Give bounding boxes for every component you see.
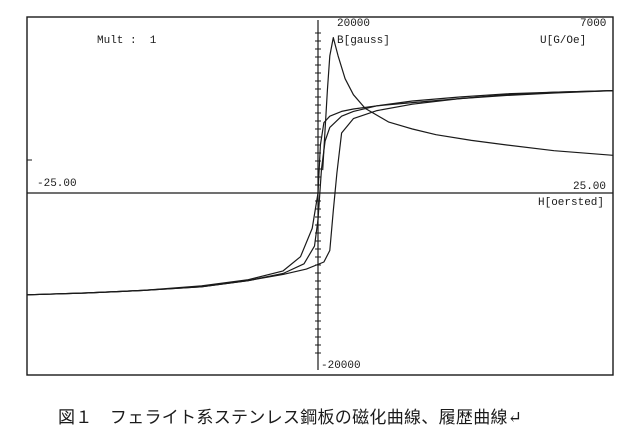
mult-label: Mult : 1 — [97, 35, 157, 47]
curves — [26, 37, 614, 296]
y-min-tick-label: -20000 — [321, 360, 361, 372]
y2-axis-label: U[G/Oe] — [540, 35, 586, 47]
x-axis-label: H[oersted] — [538, 197, 604, 209]
y-max-tick-label: 20000 — [337, 18, 370, 30]
figure-caption: 図１ フェライト系ステンレス鋼板の磁化曲線、履歴曲線↵ — [58, 408, 523, 428]
bh-chart: Mult : 1 20000 B[gauss] 7000 U[G/Oe] -25… — [26, 16, 614, 376]
plot-frame — [26, 16, 614, 376]
y2-max-tick-label: 7000 — [580, 18, 606, 30]
x-max-tick-label: 25.00 — [573, 181, 606, 193]
x-min-tick-label: -25.00 — [37, 178, 77, 190]
y-axis-label: B[gauss] — [337, 35, 390, 47]
permeability-curve — [322, 37, 614, 171]
